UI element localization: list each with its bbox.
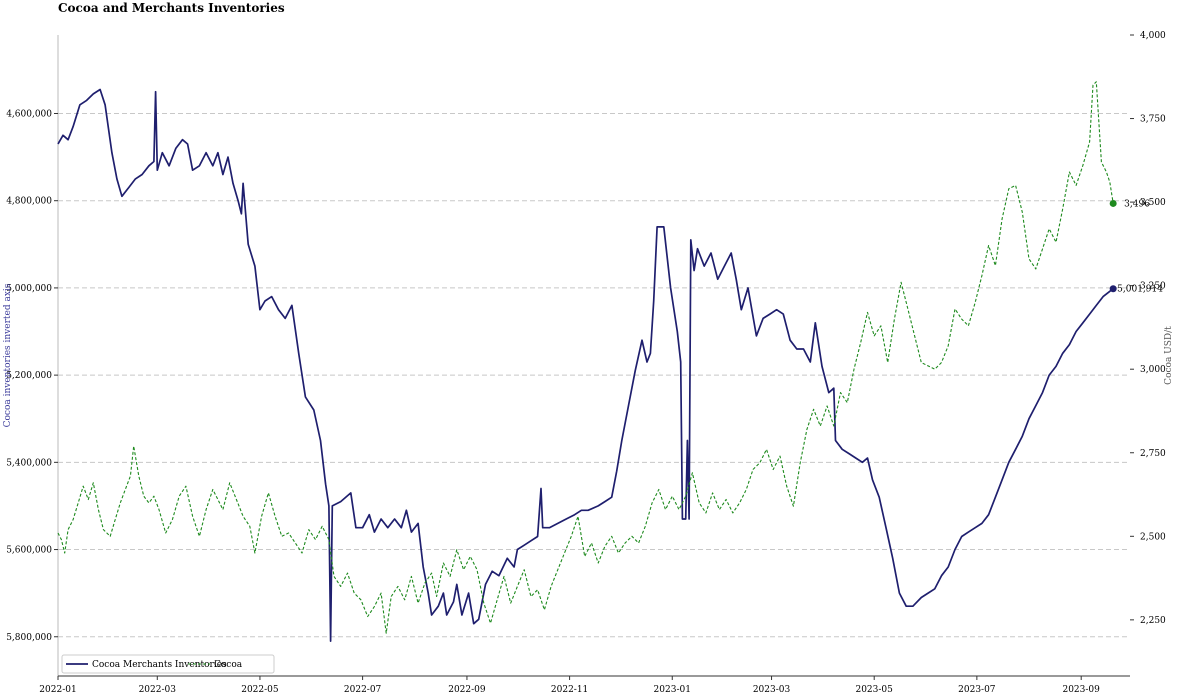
left-tick-label: 4,800,000	[6, 197, 52, 207]
right-tick-label: 2,750	[1140, 449, 1166, 459]
x-tick-label: 2022-07	[344, 685, 382, 695]
cocoa-price-line	[57, 81, 1114, 634]
x-tick-label: 2023-07	[958, 685, 996, 695]
left-axis-label: Cocoa inventories inverted axis	[3, 283, 13, 427]
x-tick-label: 2022-03	[139, 685, 177, 695]
x-tick-label: 2023-03	[753, 685, 791, 695]
right-tick-label: 4,000	[1140, 31, 1166, 41]
inventories-last-point	[1109, 285, 1117, 293]
left-tick-label: 4,600,000	[6, 109, 52, 119]
right-tick-label: 2,500	[1140, 532, 1166, 542]
left-tick-label: 5,200,000	[6, 371, 52, 381]
inventories-line	[57, 88, 1114, 642]
left-tick-label: 5,000,000	[6, 284, 52, 294]
left-tick-label: 5,600,000	[6, 546, 52, 556]
right-tick-label: 3,000	[1140, 365, 1166, 375]
right-tick-label: 3,750	[1140, 115, 1166, 125]
left-tick-label: 5,400,000	[6, 458, 52, 468]
x-tick-label: 2023-09	[1062, 685, 1100, 695]
right-axis-label: Cocoa USD/t	[1164, 326, 1174, 385]
right-tick-label: 3,500	[1140, 198, 1166, 208]
cocoa-last-value-label: 3,496	[1124, 199, 1150, 209]
chart-title: Cocoa and Merchants Inventories	[58, 1, 285, 15]
legend-cocoa-label: Cocoa	[214, 660, 243, 670]
x-tick-label: 2022-09	[448, 685, 486, 695]
inventories-last-value-label: 5,001,914	[1117, 285, 1163, 295]
x-tick-label: 2022-11	[551, 685, 588, 695]
x-tick-label: 2022-05	[241, 685, 279, 695]
left-tick-label: 5,800,000	[6, 633, 52, 643]
x-tick-label: 2023-05	[855, 685, 893, 695]
right-tick-label: 3,250	[1140, 282, 1166, 292]
x-tick-label: 2022-01	[39, 685, 76, 695]
cocoa-last-point	[1109, 199, 1117, 207]
legend-inventories-label: Cocoa Merchants Inventories	[92, 660, 227, 670]
legend-box	[61, 654, 275, 674]
x-tick-label: 2023-01	[654, 685, 691, 695]
right-tick-label: 2,250	[1140, 616, 1166, 626]
